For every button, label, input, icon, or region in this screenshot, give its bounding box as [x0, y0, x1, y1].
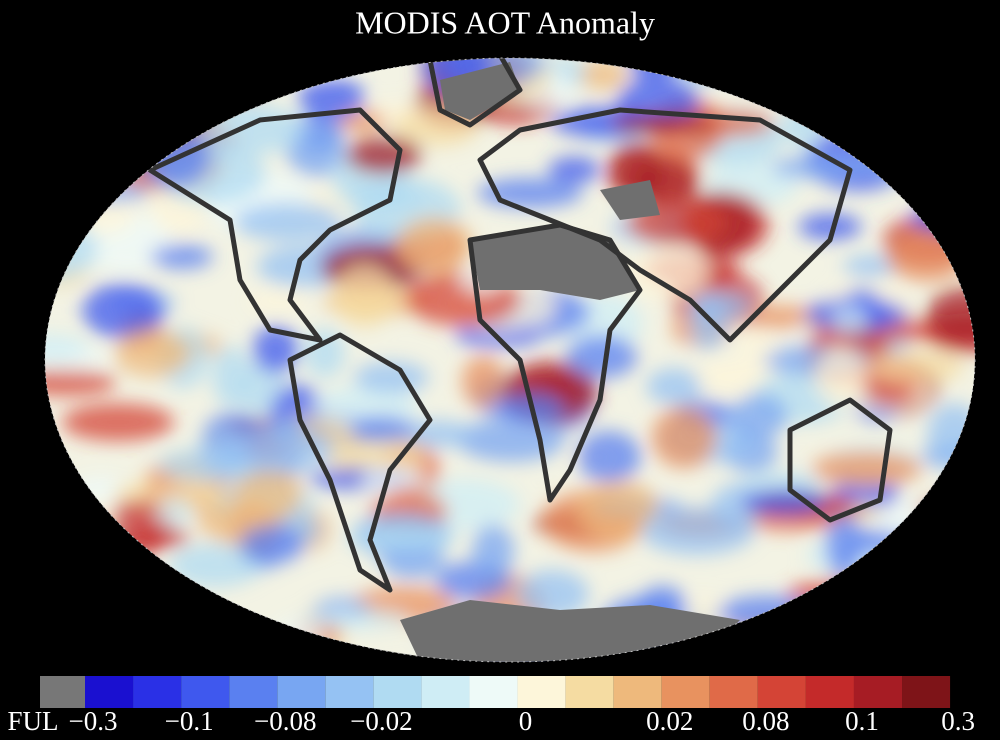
color-swatch [613, 676, 662, 708]
anomaly-patch [651, 406, 717, 469]
color-swatch [517, 676, 566, 708]
color-swatch [565, 676, 614, 708]
map-title: MODIS AOT Anomaly [355, 4, 655, 40]
anomaly-patch [610, 113, 716, 134]
anomaly-patch [169, 543, 262, 587]
color-swatch [757, 676, 806, 708]
color-swatch [805, 676, 854, 708]
anomaly-patch [401, 420, 474, 448]
legend-label: −0.3 [69, 706, 118, 736]
coastlines [147, 58, 893, 593]
legend-label: 0.3 [941, 706, 975, 736]
anomaly-patch [239, 524, 304, 565]
anomaly-patch [771, 156, 870, 179]
anomaly-patch [831, 304, 869, 334]
color-swatch [853, 676, 903, 708]
color-swatch [373, 676, 422, 708]
anomaly-patch [298, 76, 365, 120]
anomaly-patch [350, 415, 415, 443]
color-swatch [40, 676, 85, 708]
anomaly-patch [114, 330, 191, 378]
anomaly-patch [646, 368, 702, 405]
anomaly-patch [198, 424, 244, 476]
legend-label: FUL [7, 706, 58, 736]
anomaly-patch [741, 489, 829, 515]
legend-label: 0.02 [646, 706, 693, 736]
anomaly-patch [472, 524, 515, 579]
anomaly-patch [461, 355, 506, 408]
legend-label: −0.02 [350, 706, 412, 736]
legend-label: 0.1 [845, 706, 879, 736]
anomaly-patch [866, 350, 965, 384]
anomaly-patch [333, 263, 396, 328]
anomaly-patch [150, 244, 213, 270]
anomaly-patch [360, 466, 425, 492]
anomaly-patch [627, 244, 708, 301]
anomaly-patch [566, 335, 638, 379]
color-swatch [85, 676, 134, 708]
anomaly-patch [843, 254, 899, 278]
anomaly-patch [825, 513, 864, 577]
graticule-edge [44, 57, 976, 663]
anomaly-patch [730, 393, 788, 439]
anomaly-patch [798, 213, 862, 240]
anomaly-patch [45, 369, 117, 396]
anomaly-patch [396, 216, 474, 276]
legend-label: 0 [519, 706, 533, 736]
anomaly-patch [219, 430, 335, 471]
legend-label: −0.1 [165, 706, 214, 736]
anomaly-patch [347, 523, 456, 552]
color-swatch [325, 676, 374, 708]
anomaly-patch [814, 346, 867, 408]
anomaly-patch [548, 156, 601, 184]
color-swatch [902, 676, 951, 708]
legend: FUL −0.3 −0.1 −0.08 −0.02 0 0.02 0.08 0.1 0.3 [7, 676, 975, 736]
color-swatch [709, 676, 758, 708]
anomaly-patch [82, 282, 165, 339]
anomaly-patch [516, 570, 589, 619]
anomaly-patch [812, 450, 922, 487]
anomaly-patch [576, 431, 641, 483]
anomaly-patch [45, 333, 89, 362]
color-swatch [229, 676, 278, 708]
anomaly-patch [640, 506, 755, 556]
anomaly-patch [252, 325, 299, 374]
legend-label: −0.08 [254, 706, 316, 736]
map [45, 58, 975, 662]
anomaly-patch [925, 287, 975, 345]
color-swatch [181, 676, 230, 708]
color-swatch [277, 676, 326, 708]
color-swatch [133, 676, 182, 708]
anomaly-patch [61, 403, 175, 442]
anomaly-patch [346, 136, 422, 174]
anomaly-patch [693, 358, 779, 395]
anomaly-patch [156, 496, 194, 528]
anomaly-patch [298, 609, 410, 630]
anomaly-patch [580, 59, 628, 91]
color-swatch [661, 676, 710, 708]
anomaly-patch [577, 479, 660, 541]
anomaly-patch [233, 202, 343, 241]
anomaly-patch [456, 418, 566, 462]
anomaly-patch [735, 332, 778, 358]
color-swatch [421, 676, 470, 708]
color-swatch [469, 676, 518, 708]
anomaly-patch [212, 345, 250, 408]
legend-label: 0.08 [742, 706, 789, 736]
